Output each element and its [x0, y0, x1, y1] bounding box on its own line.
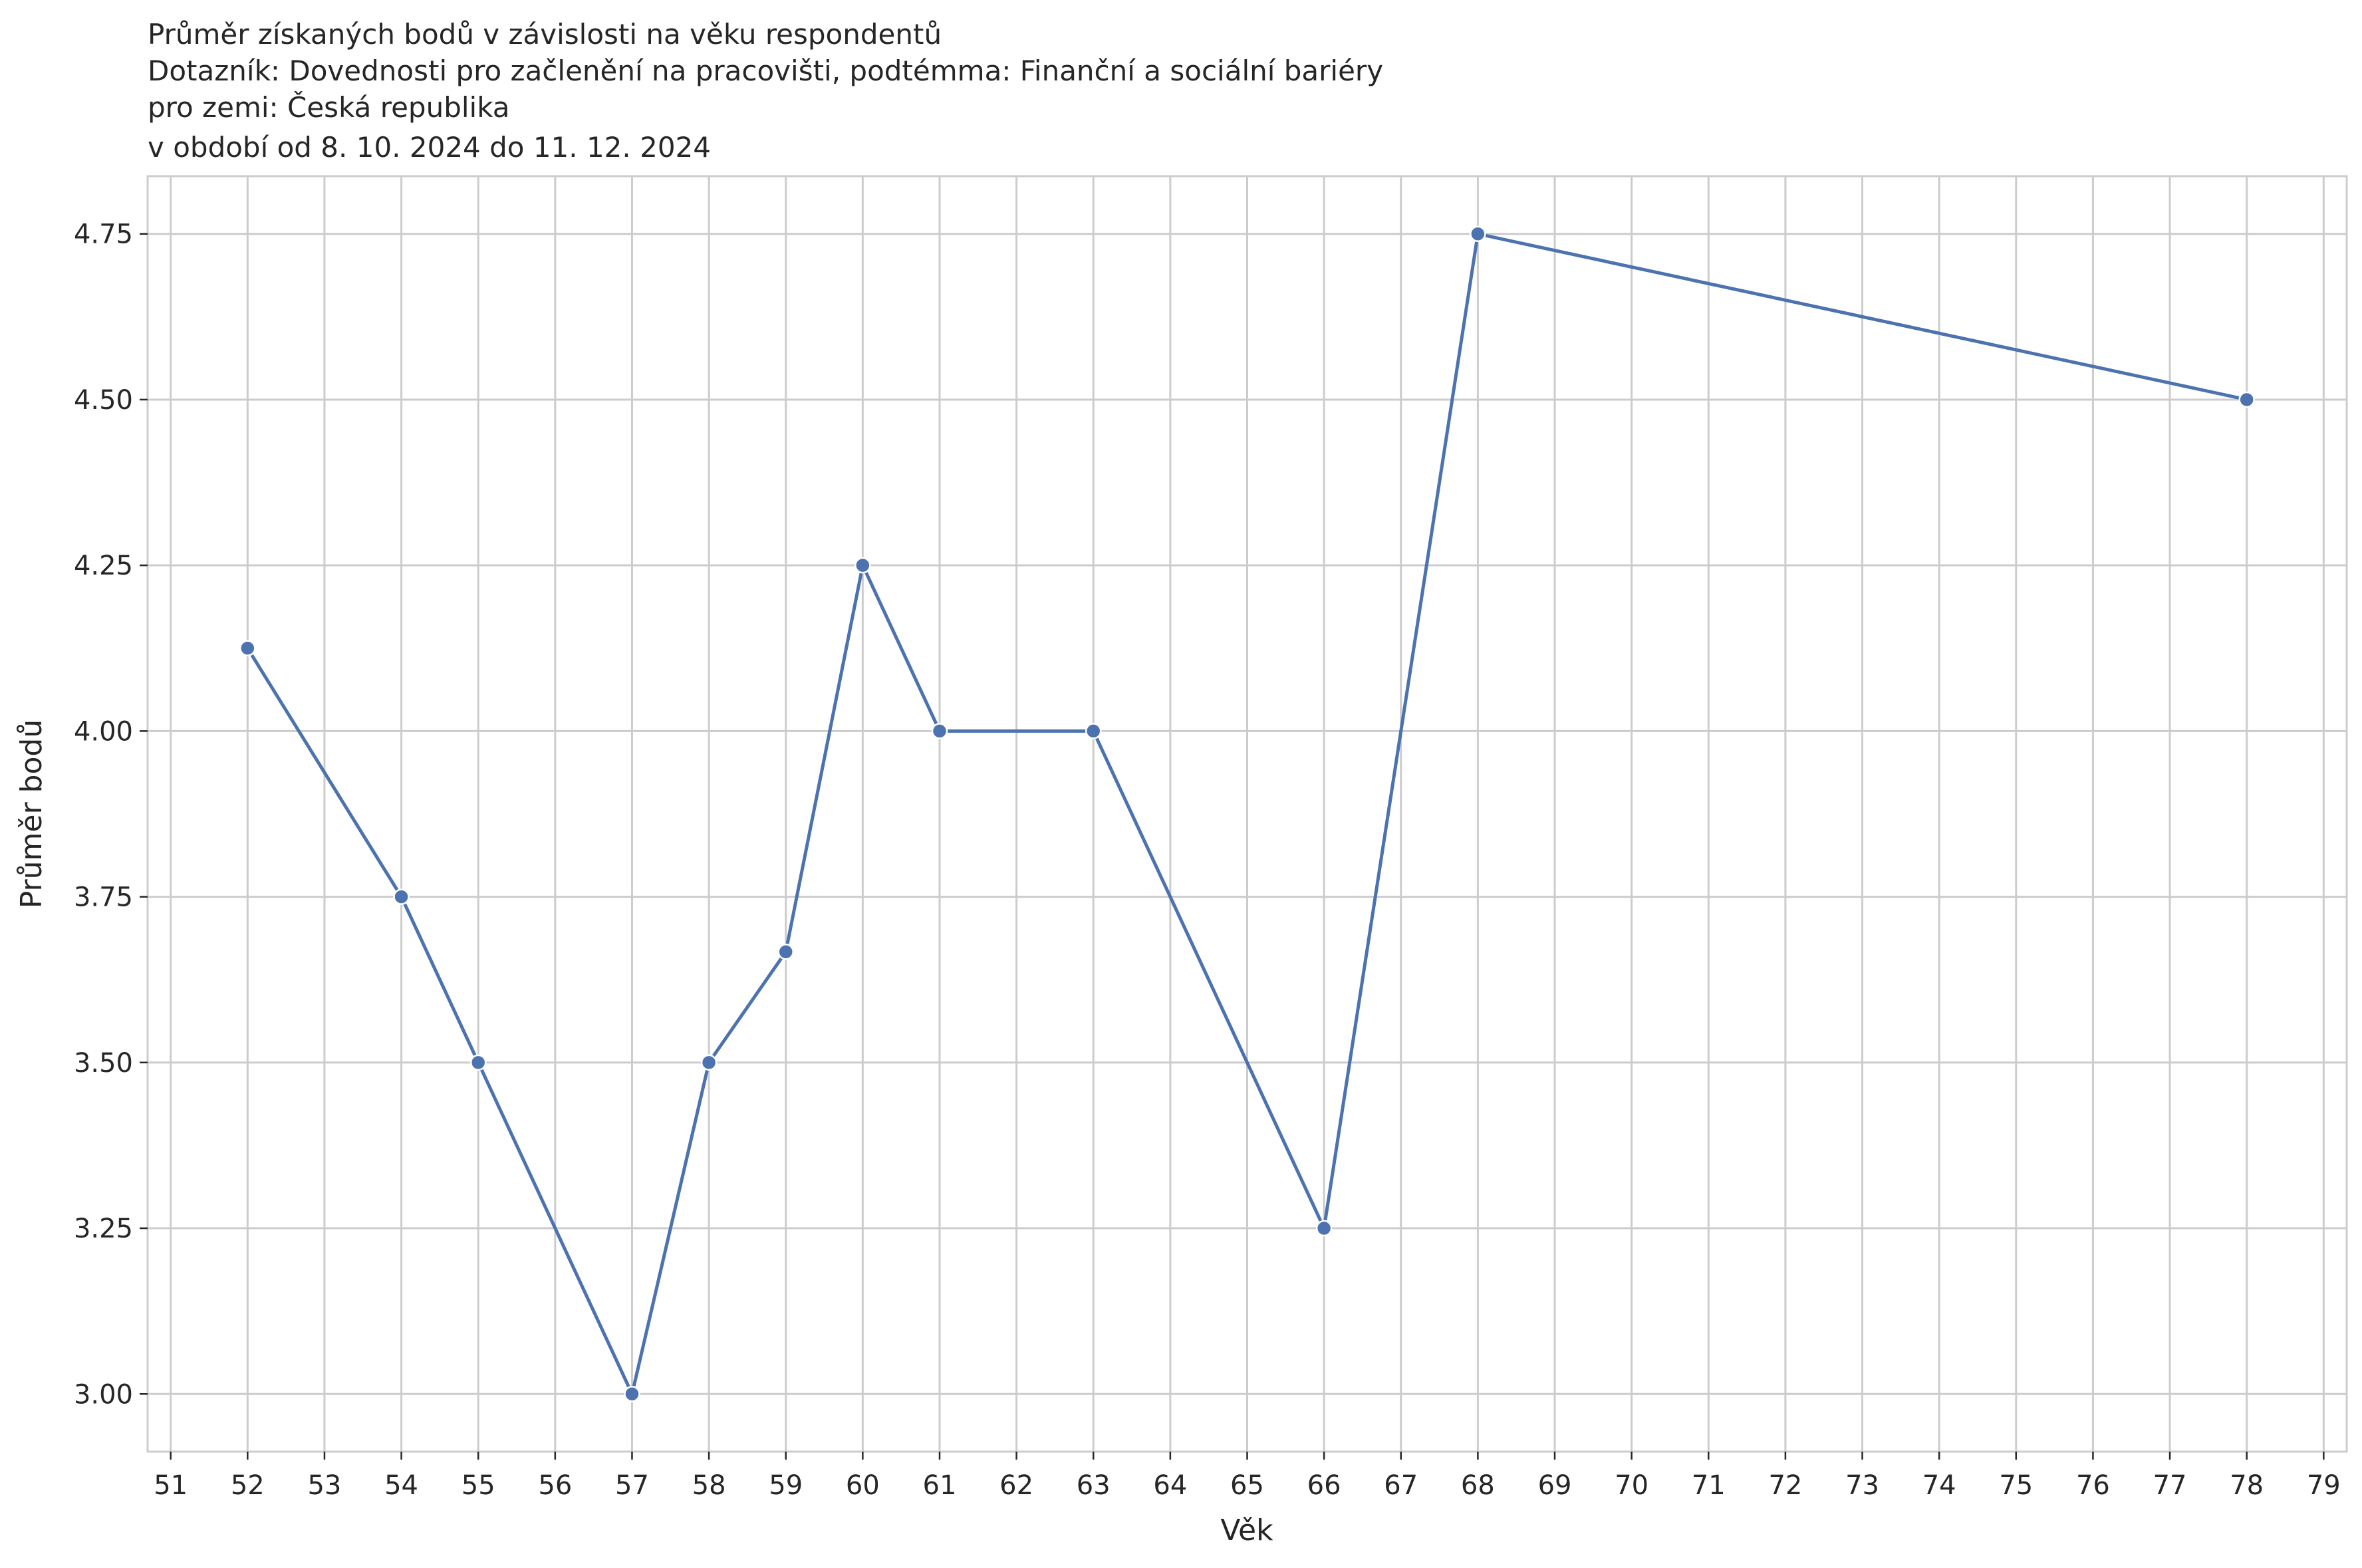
x-tick-label: 61 — [923, 1470, 957, 1501]
title-line-1: Průměr získaných bodů v závislosti na vě… — [148, 18, 942, 51]
x-tick-label: 78 — [2230, 1470, 2264, 1501]
x-tick-label: 51 — [154, 1470, 188, 1501]
y-tick-label: 4.50 — [74, 385, 133, 416]
data-point — [700, 1054, 718, 1071]
data-point — [393, 888, 410, 905]
x-tick-label: 71 — [1692, 1470, 1726, 1501]
data-point — [1470, 225, 1486, 242]
x-tick-label: 70 — [1615, 1470, 1648, 1501]
data-point — [239, 640, 256, 657]
data-point — [854, 557, 871, 574]
x-tick-label: 68 — [1461, 1470, 1495, 1501]
x-tick-label: 63 — [1077, 1470, 1111, 1501]
x-tick-label: 73 — [1845, 1470, 1879, 1501]
y-tick-label: 4.25 — [74, 551, 133, 581]
x-tick-label: 67 — [1384, 1470, 1418, 1501]
y-tick-label: 3.25 — [74, 1214, 133, 1244]
x-tick-label: 74 — [1922, 1470, 1956, 1501]
y-tick-label: 3.75 — [74, 882, 133, 913]
x-tick-label: 72 — [1768, 1470, 1802, 1501]
x-tick-label: 60 — [846, 1470, 880, 1501]
data-point — [469, 1054, 487, 1071]
data-point — [1085, 723, 1102, 739]
x-tick-label: 55 — [461, 1470, 495, 1501]
title-line-2: Dotazník: Dovednosti pro začlenění na pr… — [148, 55, 1383, 87]
x-tick-label: 76 — [2076, 1470, 2110, 1501]
x-tick-label: 64 — [1153, 1470, 1187, 1501]
x-tick-label: 59 — [769, 1470, 803, 1501]
x-axis-label: Věk — [1220, 1513, 1273, 1547]
y-tick-label: 4.00 — [74, 716, 133, 747]
x-tick-label: 69 — [1538, 1470, 1572, 1501]
x-tick-label: 58 — [692, 1470, 726, 1501]
y-axis-label: Průměr bodů — [15, 719, 49, 908]
series-markers — [239, 225, 2255, 1402]
data-point — [777, 944, 794, 960]
title-line-4: v období od 8. 10. 2024 do 11. 12. 2024 — [148, 131, 711, 164]
x-tick-label: 53 — [307, 1470, 341, 1501]
x-axis-ticks: 51 52 53 54 55 56 57 58 59 60 61 62 63 64 65 66 67 68 69 70… — [154, 1452, 2341, 1501]
data-point — [931, 723, 948, 739]
x-tick-label: 77 — [2153, 1470, 2187, 1501]
chart-title: Průměr získaných bodů v závislosti na vě… — [148, 18, 1383, 164]
x-tick-label: 52 — [231, 1470, 265, 1501]
x-tick-label: 66 — [1307, 1470, 1341, 1501]
data-point — [624, 1386, 640, 1402]
grid — [148, 176, 2347, 1452]
series-line — [246, 232, 2248, 1396]
title-line-3: pro zemi: Česká republika — [148, 90, 510, 124]
x-tick-label: 56 — [538, 1470, 572, 1501]
y-tick-label: 3.00 — [74, 1379, 133, 1410]
x-tick-label: 79 — [2307, 1470, 2341, 1501]
x-tick-label: 62 — [999, 1470, 1033, 1501]
y-tick-label: 4.75 — [74, 219, 133, 250]
data-point — [2238, 391, 2255, 408]
y-axis-ticks: 3.00 3.25 3.50 3.75 4.00 4.25 4.50 4.75 — [74, 219, 148, 1410]
x-tick-label: 65 — [1230, 1470, 1264, 1501]
x-tick-label: 75 — [1999, 1470, 2033, 1501]
data-point — [1315, 1220, 1333, 1237]
x-tick-label: 54 — [384, 1470, 418, 1501]
y-tick-label: 3.50 — [74, 1048, 133, 1079]
x-tick-label: 57 — [615, 1470, 649, 1501]
